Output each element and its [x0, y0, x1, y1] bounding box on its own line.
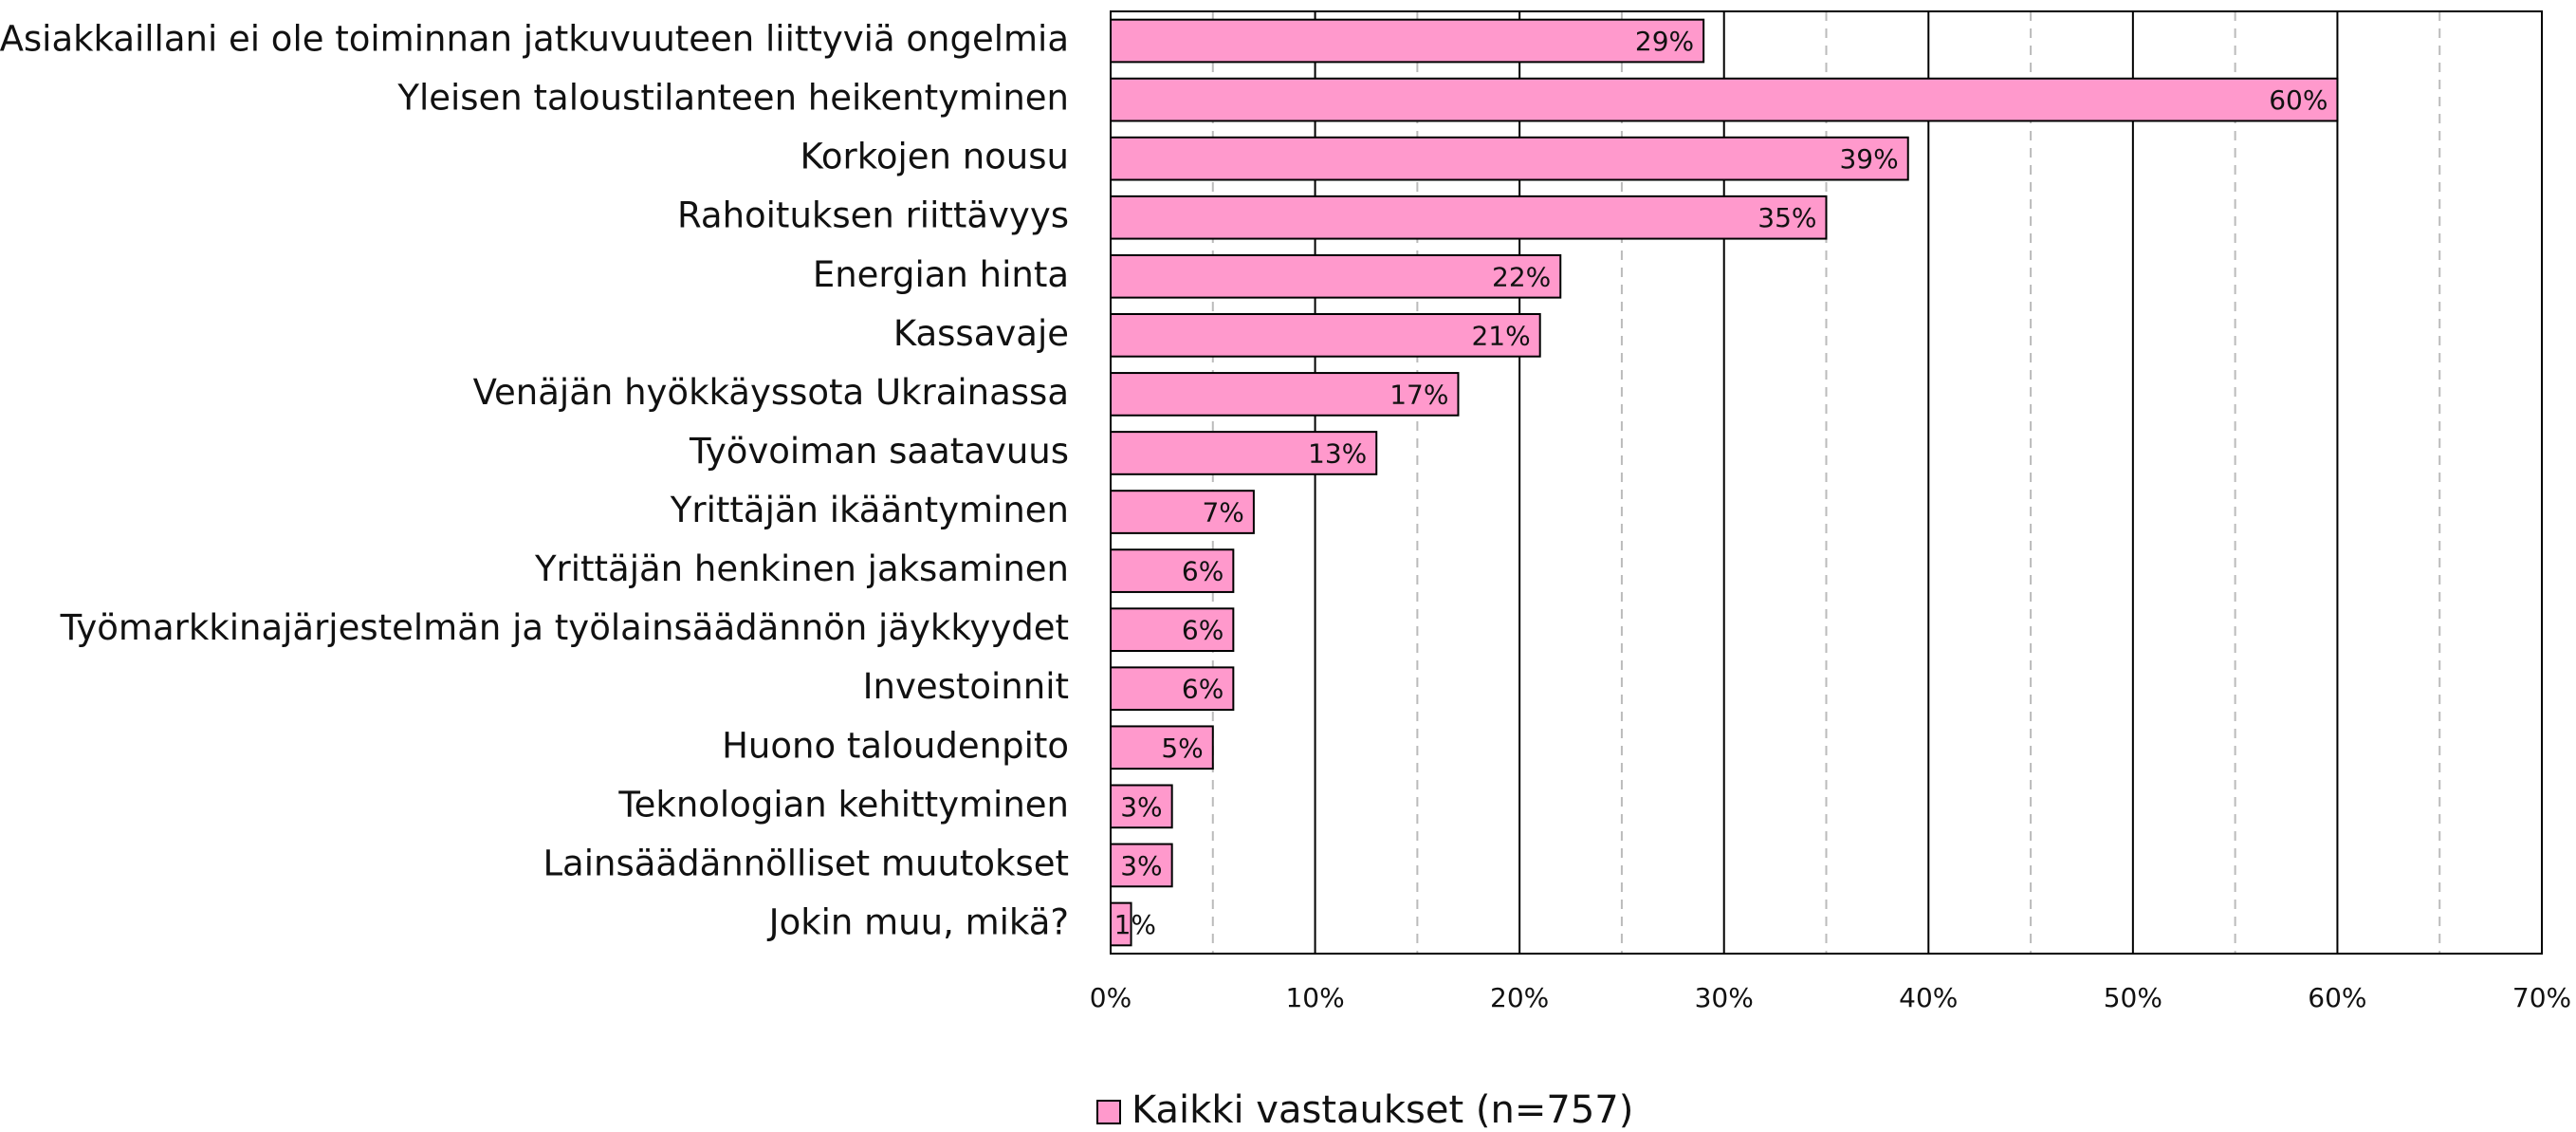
bar: [1110, 666, 1235, 712]
y-tick-label: Yleisen taloustilanteen heikentyminen: [396, 78, 1069, 119]
x-tick-label: 10%: [1285, 982, 1344, 1013]
bar: [1110, 607, 1235, 652]
value-label: 60%: [2269, 84, 2328, 116]
value-label: 5%: [1161, 733, 1203, 764]
value-label: 22%: [1492, 261, 1551, 292]
x-tick-label: 20%: [1490, 982, 1549, 1013]
value-label: 39%: [1839, 143, 1898, 175]
legend-label: Kaikki vastaukset (n=757): [1132, 1088, 1633, 1132]
bar: [1110, 18, 1705, 64]
bar: [1110, 843, 1173, 888]
bar: [1110, 77, 2339, 122]
bar: [1110, 372, 1460, 417]
value-label: 13%: [1308, 437, 1367, 469]
bar: [1110, 431, 1378, 475]
y-tick-label: Investoinnit: [863, 666, 1069, 707]
bar: [1110, 548, 1235, 593]
x-tick-label: 0%: [1090, 982, 1132, 1013]
bar: [1110, 136, 1909, 181]
y-tick-label: Korkojen nousu: [800, 137, 1069, 177]
y-tick-label: Asiakkaillani ei ole toiminnan jatkuvuut…: [0, 19, 1069, 60]
value-label: 3%: [1120, 850, 1162, 881]
bar: [1110, 253, 1562, 299]
y-tick-label: Työmarkkinajärjestelmän ja työlainsäädän…: [60, 607, 1069, 648]
y-tick-label: Työvoiman saatavuus: [689, 431, 1069, 472]
value-label: 6%: [1182, 556, 1224, 587]
legend-swatch: [1096, 1100, 1121, 1124]
x-tick-label: 60%: [2308, 982, 2366, 1013]
bar: [1110, 490, 1255, 534]
x-tick-label: 70%: [2512, 982, 2571, 1013]
value-label: 29%: [1635, 26, 1694, 57]
y-tick-label: Energian hinta: [813, 254, 1069, 295]
y-tick-label: Rahoituksen riittävyys: [677, 195, 1069, 236]
value-label: 17%: [1389, 379, 1448, 410]
bar: [1110, 901, 1132, 947]
y-tick-label: Huono taloudenpito: [722, 725, 1069, 766]
value-label: 1%: [1114, 909, 1156, 940]
y-tick-label: Lainsäädännölliset muutokset: [543, 843, 1069, 883]
plot-frame: [1110, 10, 2543, 955]
bar: [1110, 313, 1541, 358]
value-label: 21%: [1471, 320, 1530, 351]
x-tick-label: 30%: [1695, 982, 1754, 1013]
value-label: 6%: [1182, 674, 1224, 705]
value-label: 6%: [1182, 615, 1224, 646]
y-tick-label: Yrittäjän henkinen jaksaminen: [534, 548, 1069, 589]
y-tick-label: Jokin muu, mikä?: [767, 901, 1069, 942]
x-tick-label: 50%: [2104, 982, 2162, 1013]
value-label: 3%: [1120, 791, 1162, 823]
value-label: 35%: [1757, 202, 1816, 233]
y-tick-label: Kassavaje: [893, 313, 1069, 354]
bar: [1110, 195, 1828, 240]
bar: [1110, 725, 1214, 770]
bar: [1110, 784, 1173, 829]
y-tick-label: Yrittäjän ikääntyminen: [670, 490, 1069, 530]
y-tick-label: Teknologian kehittyminen: [617, 784, 1069, 825]
x-tick-label: 40%: [1899, 982, 1958, 1013]
value-label: 7%: [1202, 497, 1243, 529]
y-tick-label: Venäjän hyökkäyssota Ukrainassa: [473, 372, 1069, 413]
